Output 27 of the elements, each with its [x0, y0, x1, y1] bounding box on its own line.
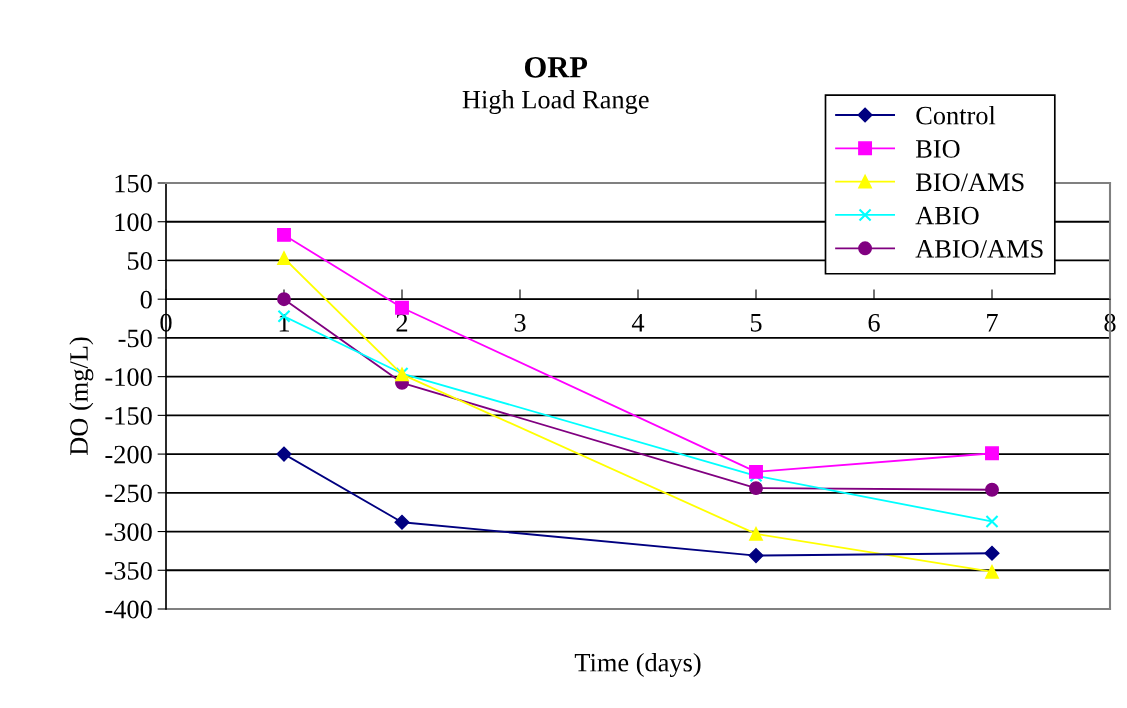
x-tick-label: 3 — [514, 313, 526, 332]
y-tick-label: -350 — [105, 561, 152, 580]
x-tick-label: 5 — [750, 314, 762, 332]
legend-label: ABIO/AMS — [915, 240, 1043, 258]
x-tick-label: 7 — [987, 314, 998, 332]
y-axis-title: DO (mg/L) — [69, 337, 94, 455]
y-tick-label: -150 — [105, 406, 152, 425]
y-tick-label: 50 — [127, 252, 152, 270]
legend-label: Control — [916, 105, 996, 125]
y-tick-label: 0 — [140, 290, 152, 309]
x-tick-label: 2 — [396, 313, 408, 332]
legend-label: BIO — [915, 140, 960, 158]
y-tick-label: -200 — [105, 445, 152, 464]
y-tick-label: 150 — [115, 174, 152, 193]
y-tick-label: -50 — [118, 329, 152, 348]
x-tick-label: 6 — [868, 313, 880, 332]
y-tick-label: -400 — [105, 600, 152, 619]
chart-subtitle: High Load Range — [462, 90, 649, 114]
chart-title: ORP — [524, 57, 588, 78]
x-tick-label: 4 — [631, 314, 645, 332]
legend-label: ABIO — [915, 206, 979, 225]
y-tick-label: 100 — [115, 213, 152, 232]
y-tick-label: -300 — [105, 523, 152, 541]
y-tick-label: -100 — [105, 368, 152, 387]
x-axis-title: Time (days) — [574, 653, 701, 677]
y-tick-label: -250 — [105, 484, 152, 503]
legend-label: BIO/AMS — [915, 173, 1024, 192]
